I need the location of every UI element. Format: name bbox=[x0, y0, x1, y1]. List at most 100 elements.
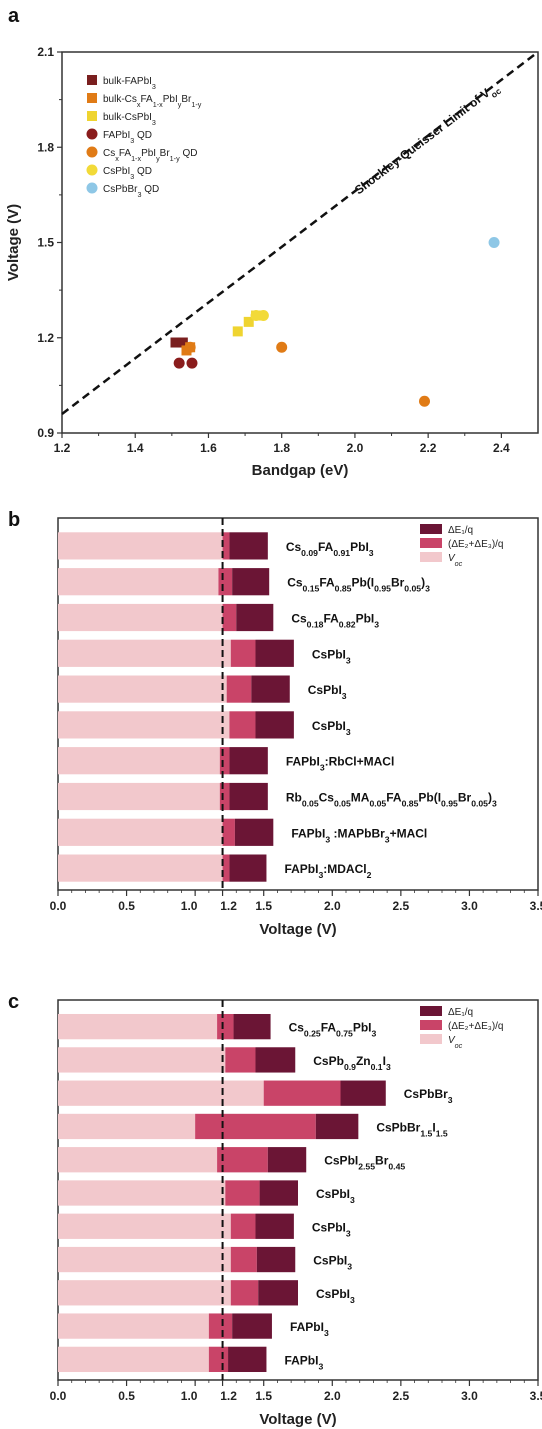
bar-de23 bbox=[217, 1013, 234, 1040]
panel-b-x-tick-label: 2.5 bbox=[393, 899, 410, 913]
bar-voc bbox=[58, 1047, 226, 1073]
bar-de1 bbox=[229, 747, 268, 775]
x-tick-label-a: 1.2 bbox=[54, 441, 71, 455]
bar-label: CsPbI3 bbox=[308, 683, 347, 701]
bar-label: CsPbI3 bbox=[316, 1187, 355, 1205]
bar-de1 bbox=[229, 782, 268, 811]
bar-de1 bbox=[255, 711, 294, 739]
bar-label: Cs0.15FA0.85Pb(I0.95Br0.05)3 bbox=[287, 576, 430, 594]
data-point-circle bbox=[184, 341, 196, 353]
legend-entry: CsPbI3 QD bbox=[103, 166, 152, 181]
bar-voc bbox=[58, 854, 223, 882]
bar-label: FAPbI3 bbox=[290, 1320, 329, 1338]
bar-label: CsPbI3 bbox=[313, 1254, 352, 1272]
bar-de23 bbox=[226, 675, 252, 703]
bar-voc bbox=[58, 639, 231, 667]
bar-label: CsPbI2.55Br0.45 bbox=[324, 1154, 405, 1172]
panel-b-legend-label: ΔE₁/q bbox=[448, 525, 473, 536]
data-point-circle bbox=[276, 341, 288, 353]
panel-b-x-tick-label: 3.0 bbox=[461, 899, 478, 913]
bar-de23 bbox=[222, 603, 237, 632]
bar-label: CsPbI3 bbox=[312, 719, 351, 737]
sq-limit-label: Shockley-Queisser Limit of Voc bbox=[352, 79, 503, 200]
data-point-circle bbox=[173, 357, 185, 369]
panel-c-x-tick-label: 0.5 bbox=[118, 1389, 135, 1403]
y-tick-label-a: 2.1 bbox=[37, 45, 54, 59]
data-point-square bbox=[232, 326, 243, 337]
bar-de1 bbox=[256, 1246, 296, 1273]
panel-b-x-tick-label: 1.0 bbox=[181, 899, 198, 913]
panel-b-stacked-bars: b Cs0.09FA0.91PbI3 Cs0.15FA0.85Pb(I0.95Br0… bbox=[8, 509, 542, 938]
legend-marker-square bbox=[87, 75, 97, 85]
bar-label: Cs0.18FA0.82PbI3 bbox=[291, 612, 379, 630]
panel-c-x-axis-title: Voltage (V) bbox=[259, 1411, 336, 1428]
bar-de23 bbox=[195, 1113, 316, 1140]
bar-voc bbox=[58, 1346, 209, 1373]
bar-de1 bbox=[233, 1013, 271, 1040]
bar-de23 bbox=[219, 747, 230, 775]
panel-b-x-axis-title: Voltage (V) bbox=[259, 921, 336, 938]
data-point-circle bbox=[186, 357, 198, 369]
legend-marker-circle bbox=[86, 146, 98, 158]
data-point-circle bbox=[418, 395, 430, 407]
bar-label: FAPbI3:RbCl+MACl bbox=[286, 755, 394, 773]
legend-marker-circle bbox=[86, 128, 98, 140]
panel-b-x-tick-label: 1.2 bbox=[220, 899, 237, 913]
panel-b-legend-label: (ΔE₂+ΔE₃)/q bbox=[448, 539, 504, 550]
panel-c-x-tick-label: 3.0 bbox=[461, 1389, 478, 1403]
bar-voc bbox=[58, 532, 223, 560]
bar-voc bbox=[58, 711, 230, 739]
x-tick-label-a: 1.6 bbox=[200, 441, 217, 455]
legend-entry: bulk-FAPbI3 bbox=[103, 76, 156, 91]
panel-b-legend-swatch bbox=[420, 524, 442, 534]
panel-b-x-tick-label: 1.5 bbox=[255, 899, 272, 913]
bar-voc bbox=[58, 1013, 218, 1040]
bar-de23 bbox=[222, 818, 235, 846]
panel-b-frame bbox=[57, 517, 539, 891]
panel-c-x-tick-label: 2.5 bbox=[393, 1389, 410, 1403]
legend-marker-circle bbox=[86, 182, 98, 194]
bar-de23 bbox=[230, 1246, 257, 1273]
bar-voc bbox=[58, 1246, 231, 1273]
x-tick-label-a: 1.8 bbox=[273, 441, 290, 455]
panel-b-legend-swatch bbox=[420, 552, 442, 562]
bar-de23 bbox=[217, 1147, 268, 1173]
bar-de23 bbox=[208, 1313, 233, 1339]
bar-de23 bbox=[230, 1213, 256, 1239]
bar-voc bbox=[58, 1080, 264, 1106]
bar-de1 bbox=[251, 675, 290, 703]
bar-voc bbox=[58, 782, 220, 811]
bar-de1 bbox=[228, 1346, 267, 1373]
data-point-circle bbox=[257, 310, 269, 322]
panel-b-letter: b bbox=[8, 509, 20, 531]
data-point-circle bbox=[488, 237, 500, 248]
bar-de1 bbox=[255, 1047, 296, 1073]
bar-de23 bbox=[222, 854, 230, 882]
panel-c-legend-label: ΔE₁/q bbox=[448, 1007, 473, 1018]
bar-de1 bbox=[340, 1080, 386, 1106]
y-axis-title-a: Voltage (V) bbox=[5, 204, 22, 281]
panel-a-scatter: a Shockley-Queisser Limit of Voc 1.2 1.4 1.6… bbox=[5, 5, 539, 479]
bar-voc bbox=[58, 1113, 196, 1140]
bar-de1 bbox=[258, 1280, 298, 1306]
bar-label: CsPbI3 bbox=[316, 1287, 355, 1305]
bar-de23 bbox=[230, 639, 256, 667]
panel-c-legend-swatch bbox=[420, 1020, 442, 1030]
panel-c-x-tick-label: 1.5 bbox=[255, 1389, 272, 1403]
bar-de1 bbox=[259, 1180, 298, 1206]
x-tick-label-a: 1.4 bbox=[127, 441, 144, 455]
bar-voc bbox=[58, 675, 227, 703]
bar-label: CsPbI3 bbox=[312, 1220, 351, 1238]
panel-b-legend-label: Voc bbox=[448, 553, 463, 568]
legend-entry: bulk-CsxFA1-xPbIyBr1-y bbox=[103, 94, 202, 109]
panel-b-legend-swatch bbox=[420, 538, 442, 548]
panel-c-x-tick-label: 1.0 bbox=[181, 1389, 198, 1403]
y-tick-label-a: 1.8 bbox=[37, 140, 54, 154]
bar-label: CsPb0.9Zn0.1I3 bbox=[313, 1054, 391, 1072]
legend-entry: bulk-CsPbI3 bbox=[103, 112, 156, 127]
panel-c-x-tick-label: 0.0 bbox=[50, 1389, 67, 1403]
sq-limit-line bbox=[61, 51, 539, 415]
bar-label: FAPbI3:MDACl2 bbox=[284, 862, 371, 880]
bar-de1 bbox=[315, 1113, 359, 1140]
